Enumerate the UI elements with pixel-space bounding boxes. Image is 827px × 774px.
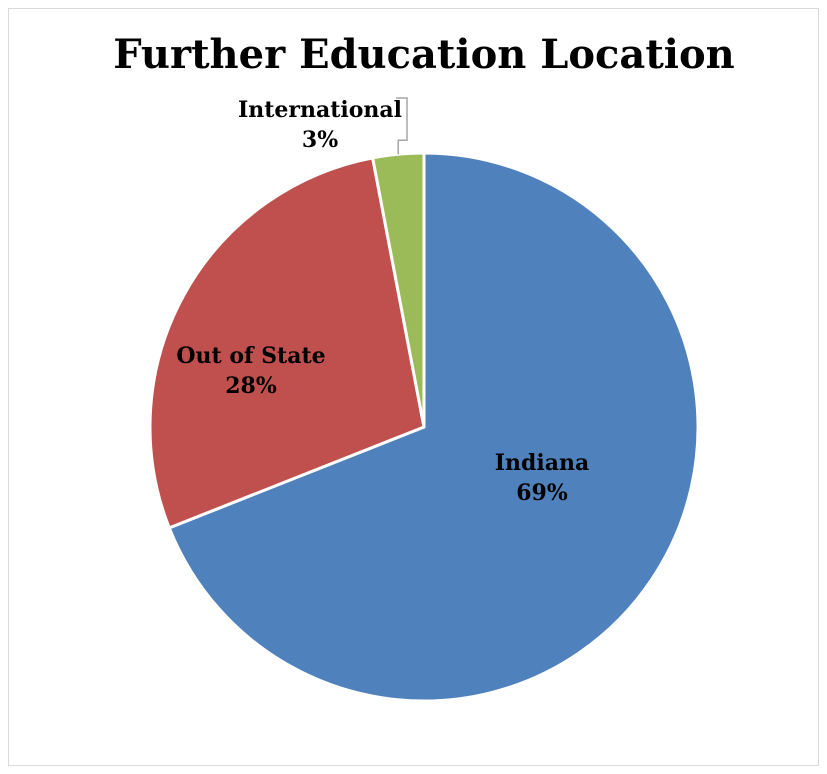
leader-lines [396, 97, 408, 155]
slice-label-out-of-state: Out of State 28% [176, 343, 325, 399]
pie-slice-indiana [167, 151, 700, 703]
slice-label-indiana: Indiana 69% [495, 450, 590, 506]
leader-line-international [396, 97, 408, 155]
pie-slices [148, 151, 700, 703]
slice-label-international: International 3% [238, 97, 402, 153]
chart-title: Further Education Location [113, 31, 735, 78]
slice-labels: Indiana 69% Out of State 28% International 3% [176, 97, 589, 506]
pie-slice-out-of-state [148, 156, 426, 530]
